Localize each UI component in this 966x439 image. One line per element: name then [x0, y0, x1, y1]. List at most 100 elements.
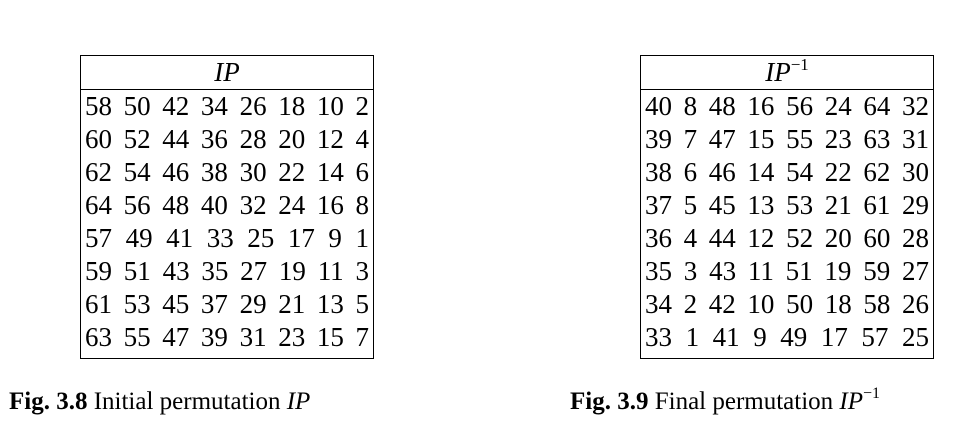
- table-cell: 25: [901, 322, 929, 352]
- table-cell: 33: [645, 322, 672, 352]
- table-cell: 51: [123, 256, 151, 286]
- table-cell: 61: [863, 190, 891, 220]
- table-cell: 62: [85, 157, 112, 187]
- table-cell: 45: [708, 190, 736, 220]
- table-cell: 52: [786, 223, 814, 253]
- table-header-symbol: IP: [214, 57, 240, 87]
- table-cell: 37: [200, 289, 228, 319]
- table-cell: 34: [645, 289, 672, 319]
- table-cell: 2: [683, 289, 698, 319]
- table-cell: 33: [206, 223, 234, 253]
- table-cell: 15: [316, 322, 344, 352]
- table-cell: 19: [278, 256, 306, 286]
- table-cell: 1: [355, 223, 369, 253]
- table-row: 61 53 45 37 29 21 13 5: [85, 288, 369, 321]
- table-cell: 30: [239, 157, 267, 187]
- table-cell: 59: [85, 256, 112, 286]
- table-cell: 21: [278, 289, 306, 319]
- table-cell: 56: [786, 91, 814, 121]
- table-cell: 47: [162, 322, 190, 352]
- table-cell: 22: [278, 157, 306, 187]
- table-cell: 22: [824, 157, 852, 187]
- table-cell: 29: [239, 289, 267, 319]
- table-row: 33 1 41 9 49 17 57 25: [645, 321, 929, 354]
- table-row: 38 6 46 14 54 22 62 30: [645, 156, 929, 189]
- permutation-table: IP−1 40 8 48 16 56 24 64 32 39 7 47 15 55 23 63 31 38 6 46…: [640, 55, 934, 359]
- caption-label: Fig. 3.9: [570, 388, 649, 415]
- table-cell: 41: [166, 223, 194, 253]
- table-cell: 54: [123, 157, 151, 187]
- table-row: 60 52 44 36 28 20 12 4: [85, 123, 369, 156]
- table-row: 35 3 43 11 51 19 59 27: [645, 255, 929, 288]
- caption-math: IP: [286, 388, 311, 415]
- table-header-superscript: −1: [790, 55, 809, 74]
- table-cell: 15: [747, 124, 775, 154]
- table-cell: 10: [316, 91, 344, 121]
- table-cell: 19: [824, 256, 852, 286]
- table-cell: 3: [683, 256, 698, 286]
- table-cell: 53: [123, 289, 151, 319]
- table-cell: 3: [355, 256, 369, 286]
- table-cell: 6: [355, 157, 369, 187]
- table-cell: 36: [645, 223, 672, 253]
- table-row: 34 2 42 10 50 18 58 26: [645, 288, 929, 321]
- table-cell: 32: [901, 91, 929, 121]
- table-cell: 60: [85, 124, 112, 154]
- table-row: 39 7 47 15 55 23 63 31: [645, 123, 929, 156]
- table-cell: 44: [162, 124, 190, 154]
- table-cell: 12: [747, 223, 775, 253]
- figure-caption: Fig. 3.9 Final permutation IP−1: [570, 385, 880, 419]
- table-cell: 43: [709, 256, 737, 286]
- table-cell: 63: [863, 124, 891, 154]
- table-cell: 49: [780, 322, 808, 352]
- table-cell: 28: [239, 124, 267, 154]
- table-cell: 23: [278, 322, 306, 352]
- table-cell: 51: [785, 256, 813, 286]
- table-cell: 31: [901, 124, 929, 154]
- table-cell: 13: [747, 190, 775, 220]
- table-cell: 11: [747, 256, 774, 286]
- table-cell: 25: [247, 223, 275, 253]
- table-cell: 57: [861, 322, 889, 352]
- table-cell: 41: [712, 322, 740, 352]
- caption-superscript: −1: [863, 385, 881, 402]
- table-header: IP: [81, 56, 373, 90]
- table-cell: 57: [85, 223, 112, 253]
- table-cell: 13: [316, 289, 344, 319]
- table-cell: 40: [645, 91, 672, 121]
- caption-text: Final permutation: [654, 388, 834, 415]
- table-cell: 16: [747, 91, 775, 121]
- table-cell: 26: [239, 91, 267, 121]
- table-cell: 53: [786, 190, 814, 220]
- table-cell: 24: [278, 190, 306, 220]
- table-cell: 56: [123, 190, 151, 220]
- table-cell: 5: [355, 289, 369, 319]
- table-cell: 8: [355, 190, 369, 220]
- table-cell: 14: [316, 157, 344, 187]
- table-cell: 7: [355, 322, 369, 352]
- table-cell: 4: [355, 124, 369, 154]
- table-cell: 49: [125, 223, 153, 253]
- table-body: 58 50 42 34 26 18 10 2 60 52 44 36 28 20 12 4 62 54 46 38 30…: [81, 90, 373, 354]
- table-cell: 55: [123, 322, 151, 352]
- table-cell: 12: [316, 124, 344, 154]
- table-cell: 36: [200, 124, 228, 154]
- table-cell: 40: [200, 190, 228, 220]
- table-cell: 6: [683, 157, 698, 187]
- table-cell: 48: [162, 190, 190, 220]
- table-cell: 20: [278, 124, 306, 154]
- table-cell: 34: [200, 91, 228, 121]
- table-cell: 58: [85, 91, 112, 121]
- table-cell: 64: [85, 190, 112, 220]
- table-row: 63 55 47 39 31 23 15 7: [85, 321, 369, 354]
- table-cell: 14: [747, 157, 775, 187]
- table-cell: 26: [901, 289, 929, 319]
- table-cell: 52: [123, 124, 151, 154]
- table-cell: 43: [162, 256, 190, 286]
- table-cell: 63: [85, 322, 112, 352]
- table-cell: 18: [278, 91, 306, 121]
- table-cell: 8: [683, 91, 698, 121]
- table-cell: 60: [863, 223, 891, 253]
- caption-label: Fig. 3.8: [9, 388, 88, 415]
- permutation-table: IP 58 50 42 34 26 18 10 2 60 52 44 36 28 20 12 4 62 54 46 3…: [80, 55, 374, 359]
